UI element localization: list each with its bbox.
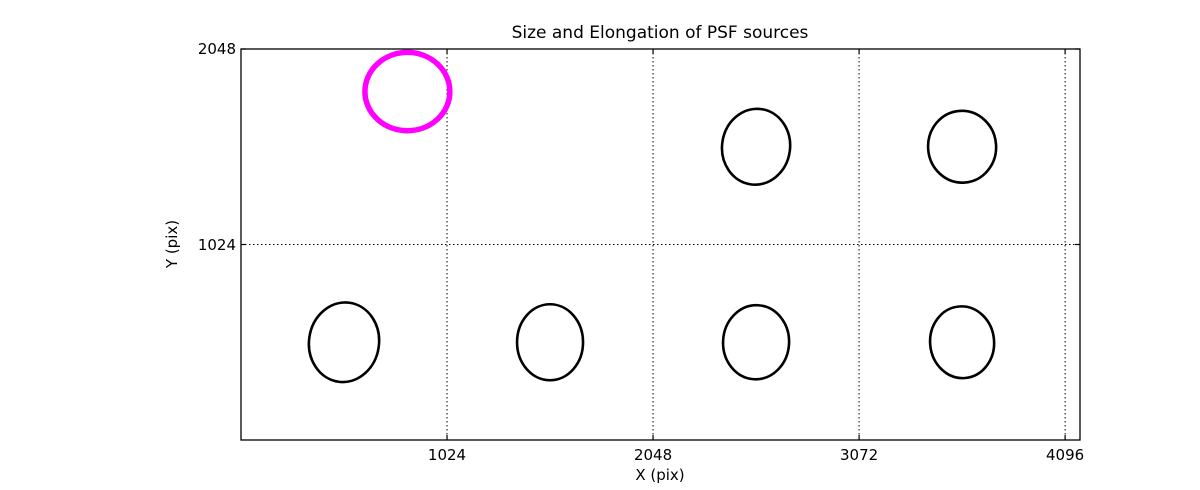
psf-source-5 (720, 107, 792, 186)
y-tick-label-2048: 2048 (197, 40, 236, 58)
psf-source-3 (721, 303, 791, 381)
psf-source-highlighted-0 (362, 49, 453, 134)
chart-title: Size and Elongation of PSF sources (511, 23, 809, 43)
psf-source-6 (926, 109, 998, 184)
psf-source-1 (307, 301, 381, 384)
psf-source-4 (928, 305, 996, 380)
x-tick-label-4096: 4096 (1046, 446, 1085, 464)
x-tick-label-3072: 3072 (839, 446, 879, 464)
x-tick-label-1024: 1024 (427, 446, 467, 464)
x-axis-label: X (pix) (635, 466, 685, 484)
y-tick-label-1024: 1024 (197, 235, 236, 254)
psf-source-2 (515, 302, 585, 382)
x-tick-label-2048: 2048 (633, 446, 673, 464)
